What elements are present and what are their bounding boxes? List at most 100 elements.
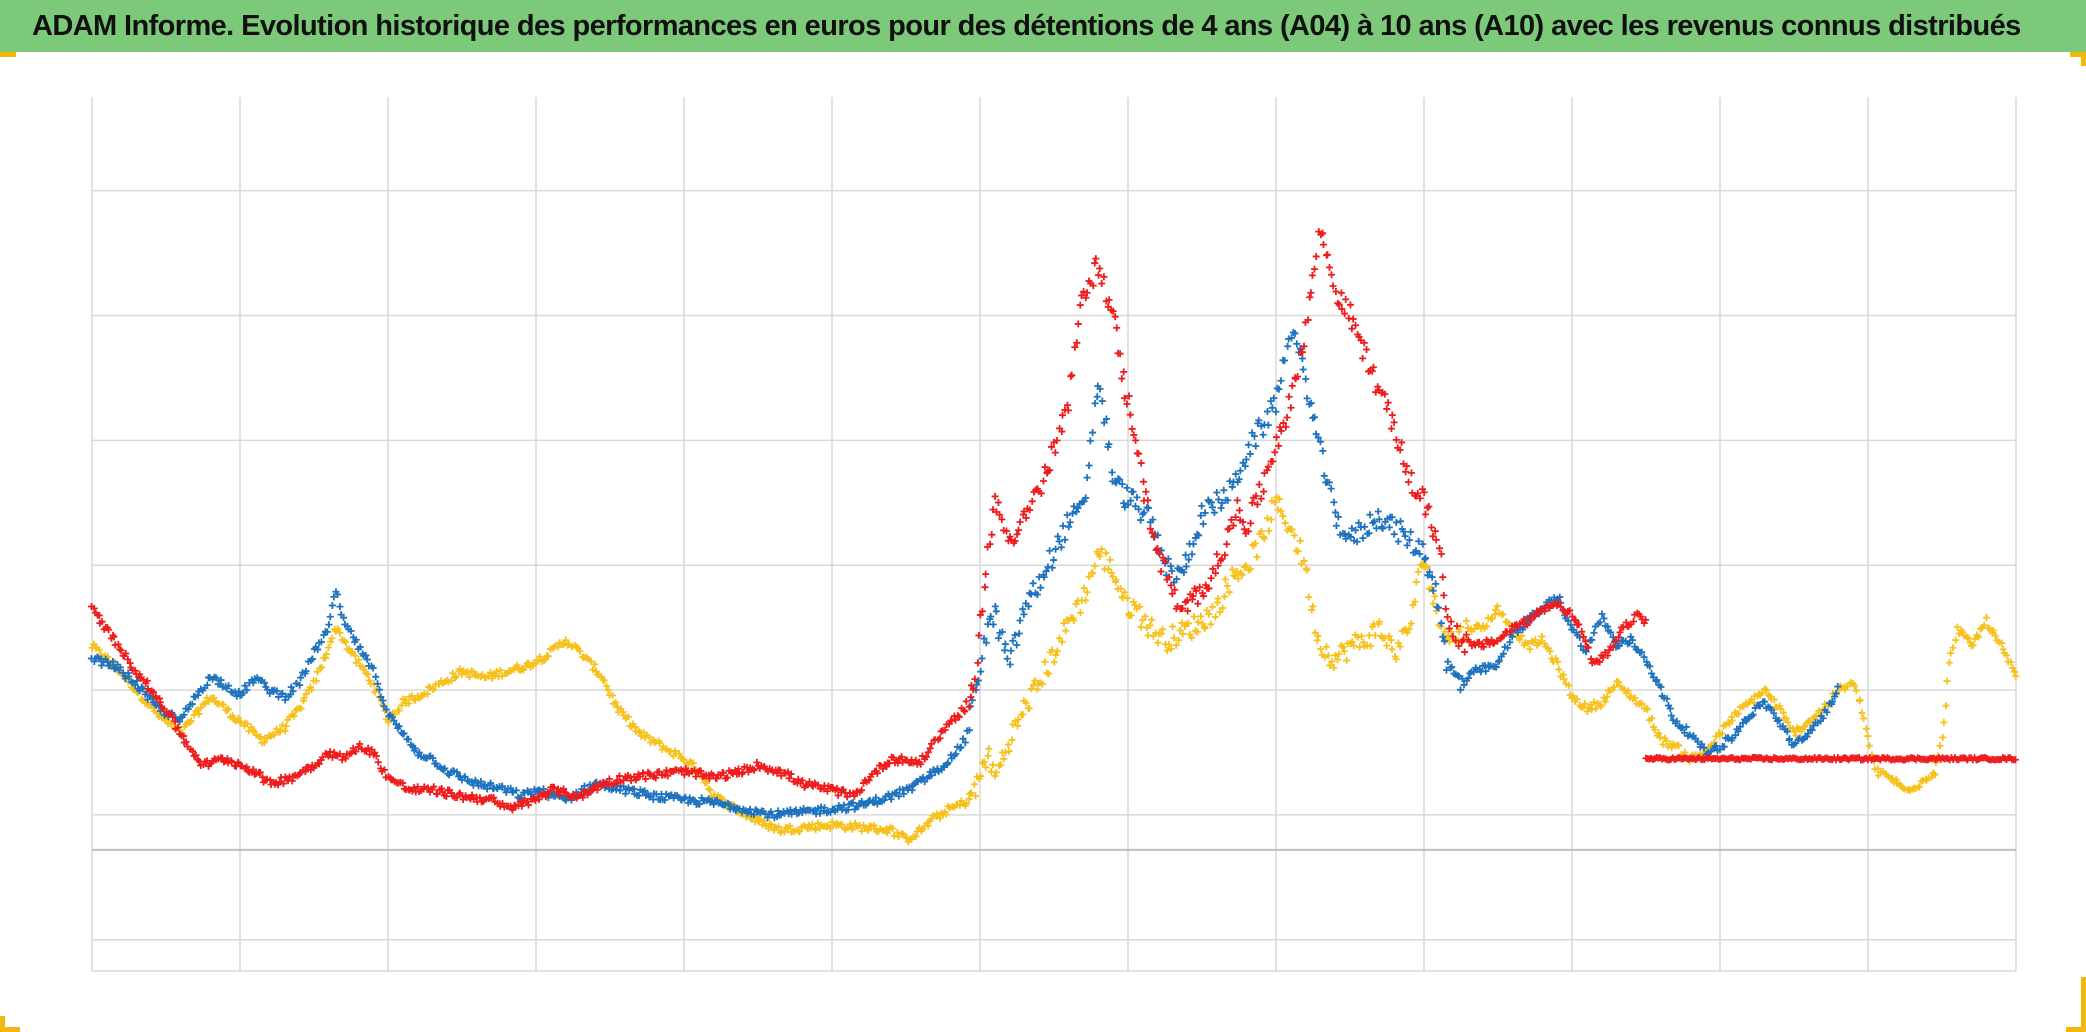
data-point-A06 (1640, 653, 1648, 661)
data-point-A10 (780, 828, 788, 836)
data-point-A06 (1268, 404, 1276, 412)
data-point-A10 (1247, 565, 1255, 573)
data-point-A10 (608, 691, 616, 699)
data-point-A06 (1235, 475, 1243, 483)
data-point-A06 (1394, 537, 1402, 545)
data-point-A10 (1005, 747, 1013, 755)
data-point-A06 (1311, 413, 1319, 421)
data-point-A04 (1157, 568, 1165, 576)
data-point-A04 (1300, 342, 1308, 350)
data-point-A10 (933, 810, 941, 818)
data-point-A06 (1370, 517, 1378, 525)
data-point-A10 (1025, 705, 1033, 713)
data-point-A04 (1156, 550, 1164, 558)
data-point-A06 (1027, 590, 1035, 598)
data-point-A06 (1663, 695, 1671, 703)
data-point-A10 (1205, 610, 1213, 618)
data-point-A10 (812, 826, 820, 834)
data-point-A06 (1302, 375, 1310, 383)
data-point-A04 (974, 659, 982, 667)
data-point-A06 (1264, 421, 1272, 429)
data-point-A10 (1221, 575, 1229, 583)
data-point-A10 (967, 789, 975, 797)
data-point-A06 (1694, 738, 1702, 746)
data-point-A10 (1985, 625, 1993, 633)
data-point-A10 (1381, 634, 1389, 642)
data-point-A10 (1982, 614, 1990, 622)
data-point-A06 (1403, 541, 1411, 549)
data-point-A04 (1098, 280, 1106, 288)
data-point-A06 (487, 779, 495, 787)
data-point-A06 (1114, 475, 1122, 483)
data-point-A04 (1642, 616, 1650, 624)
data-point-A06 (1361, 523, 1369, 531)
data-point-A10 (1328, 658, 1336, 666)
data-point-A10 (1159, 625, 1167, 633)
data-point-A06 (1392, 518, 1400, 526)
data-point-A04 (1232, 513, 1240, 521)
data-point-A04 (865, 776, 873, 784)
data-point-A04 (1308, 271, 1316, 279)
data-point-A10 (1109, 572, 1117, 580)
data-point-A10 (962, 799, 970, 807)
data-point-A04 (1194, 600, 1202, 608)
data-point-A10 (1190, 613, 1198, 621)
data-point-A10 (1462, 617, 1470, 625)
data-point-A04 (1453, 622, 1461, 630)
data-point-A04 (967, 693, 975, 701)
data-point-A04 (1439, 573, 1447, 581)
data-point-A06 (1374, 507, 1382, 515)
data-point-A04 (1615, 633, 1623, 641)
data-point-A10 (300, 694, 308, 702)
data-point-A04 (1252, 492, 1260, 500)
data-point-A06 (1504, 644, 1512, 652)
data-point-A06 (1429, 587, 1437, 595)
data-point-A10 (302, 690, 310, 698)
data-point-A10 (1573, 695, 1581, 703)
data-point-A10 (1014, 715, 1022, 723)
data-point-A04 (1288, 382, 1296, 390)
data-point-A04 (1028, 497, 1036, 505)
data-point-A10 (513, 661, 521, 669)
data-point-A04 (1332, 288, 1340, 295)
data-point-A06 (328, 601, 336, 609)
data-point-A10 (1662, 737, 1670, 745)
data-point-A10 (637, 732, 645, 740)
data-point-A04 (131, 667, 139, 675)
data-point-A06 (325, 621, 333, 629)
data-point-A04 (1523, 621, 1531, 629)
data-point-A04 (1153, 545, 1161, 553)
data-point-A04 (1480, 643, 1488, 651)
data-point-A04 (1118, 375, 1126, 383)
chart-title-bar: ADAM Informe. Evolution historique des p… (0, 0, 2086, 52)
data-point-A04 (1325, 263, 1333, 271)
data-point-A06 (1070, 502, 1078, 510)
data-point-A06 (1341, 530, 1349, 538)
data-point-A04 (823, 787, 831, 795)
data-point-A06 (1437, 619, 1445, 627)
data-point-A10 (766, 820, 774, 828)
data-point-A06 (995, 634, 1003, 642)
data-point-A06 (461, 773, 469, 781)
data-point-A04 (971, 675, 979, 683)
data-point-A10 (1220, 593, 1228, 601)
data-point-A04 (1587, 655, 1595, 663)
data-point-A06 (1201, 509, 1209, 517)
data-point-A10 (838, 821, 846, 829)
data-point-A10 (604, 686, 612, 694)
data-point-A10 (1423, 563, 1431, 571)
data-point-A10 (401, 696, 409, 704)
data-point-A06 (1281, 357, 1289, 365)
data-point-A04 (1359, 354, 1367, 362)
data-point-A10 (1675, 742, 1683, 750)
data-point-A06 (1823, 708, 1831, 716)
data-point-A04 (490, 794, 498, 802)
data-point-A04 (372, 752, 380, 760)
data-point-A10 (351, 652, 359, 660)
data-point-A06 (1460, 681, 1468, 689)
data-point-A04 (1148, 529, 1156, 537)
data-point-A06 (1379, 525, 1387, 533)
data-point-A10 (224, 705, 232, 713)
data-point-A06 (1197, 512, 1205, 520)
data-point-A10 (1294, 547, 1302, 555)
